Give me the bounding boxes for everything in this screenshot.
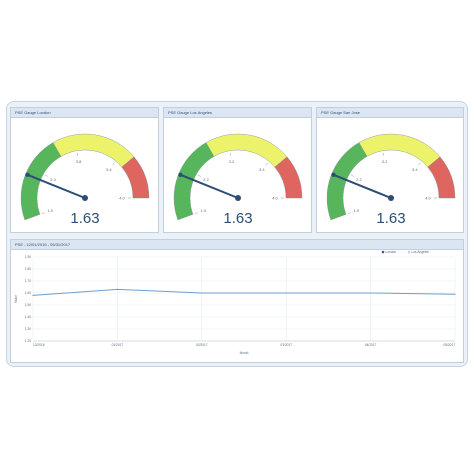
gauge-needle-tip (331, 172, 336, 177)
gauge-hub (388, 195, 394, 201)
legend-item[interactable]: Los Angeles (412, 250, 430, 254)
gauge-tick (194, 212, 198, 214)
gauge-title: PSE Gauge San Jose (317, 108, 463, 118)
gauge-band-yellow (52, 133, 135, 168)
x-tick-label: 05/2017 (443, 343, 455, 347)
data-point (454, 293, 456, 295)
gauge-band-red (427, 156, 456, 199)
x-tick-label: 03/2017 (280, 343, 292, 347)
gauge-needle-tip (178, 172, 183, 177)
gauge-band-red (274, 156, 303, 199)
y-tick-label: 1.80 (25, 267, 31, 271)
gauge-tick (229, 152, 231, 156)
gauge-band-red (121, 156, 150, 199)
dashboard-frame: PSE Gauge London 1.0 2.3 3.8 3.4 4.0 1.63 PSE… (6, 101, 468, 367)
gauge-needle (26, 173, 86, 199)
gauge-tick (347, 212, 351, 214)
line-chart-panel: PSE - 12/01/2016 - 05/31/2017 1.90 1.80 1.… (10, 239, 464, 363)
gauge-needle (179, 173, 239, 199)
y-tick-label: 1.20 (25, 339, 31, 343)
gauge-los-angeles: 1.0 2.2 3.2 3.4 4.0 1.63 (173, 133, 303, 227)
x-tick-label: 12/2016 (33, 343, 45, 347)
data-point (201, 292, 203, 294)
gauge-tick-label: 3.4 (259, 167, 265, 172)
data-point (285, 292, 287, 294)
gauge-tick-label: 4.0 (119, 196, 125, 201)
gauge-tick-label: 3.2 (382, 159, 388, 164)
gauge-needle-tip (25, 172, 30, 177)
legend-marker[interactable] (381, 250, 385, 254)
data-point (370, 292, 372, 294)
gauge-london: 1.0 2.3 3.8 3.4 4.0 1.63 (20, 133, 150, 227)
gauge-tick (382, 152, 384, 156)
gauge-title: PSE Gauge Los Angeles (164, 108, 311, 118)
y-tick-label: 1.30 (25, 327, 31, 331)
gauge-tick (418, 162, 421, 166)
y-axis-title: Value (14, 295, 18, 303)
gauge-tick (45, 174, 48, 177)
gauge-tick-label: 3.8 (76, 159, 82, 164)
legend-marker[interactable] (407, 250, 411, 254)
gauge-tick (76, 152, 78, 156)
x-tick-label: 02/2017 (196, 343, 208, 347)
gauge-needle (332, 173, 392, 199)
gauge-value: 1.63 (70, 210, 99, 227)
y-tick-label: 1.60 (25, 291, 31, 295)
gauge-value: 1.63 (223, 210, 252, 227)
gauge-tick-label: 1.0 (353, 208, 359, 213)
x-tick-label: 04/2017 (365, 343, 377, 347)
gauge-tick-label: 4.0 (272, 196, 278, 201)
gauge-value: 1.63 (376, 210, 405, 227)
gauge-band-yellow (205, 133, 288, 168)
gauge-panel-london: PSE Gauge London 1.0 2.3 3.8 3.4 4.0 1.63 (10, 107, 159, 233)
gauge-band-yellow (358, 133, 441, 168)
legend-item[interactable]: London (386, 250, 397, 254)
gauge-tick (265, 162, 268, 166)
gauge-tick-label: 3.4 (412, 167, 418, 172)
gauge-panel-los-angeles: PSE Gauge Los Angeles 1.0 2.2 3.2 3.4 4.0 1.6… (163, 107, 312, 233)
gauge-hub (82, 195, 88, 201)
gauge-tick (41, 212, 45, 214)
data-point (116, 288, 118, 290)
line-chart-title: PSE - 12/01/2016 - 05/31/2017 (11, 240, 463, 250)
data-point (32, 294, 34, 296)
gauge-san-jose: 1.0 2.2 3.2 3.4 4.0 1.63 (326, 133, 456, 227)
x-tick-label: 01/2017 (112, 343, 124, 347)
gauge-tick-label: 1.0 (200, 208, 206, 213)
y-tick-label: 1.50 (25, 303, 31, 307)
gauge-panel-san-jose: PSE Gauge San Jose 1.0 2.2 3.2 3.4 4.0 1.63 (316, 107, 464, 233)
x-axis-title: Month (240, 351, 249, 355)
gauge-title: PSE Gauge London (11, 108, 158, 118)
gauge-tick-label: 3.4 (106, 167, 112, 172)
y-tick-label: 1.70 (25, 279, 31, 283)
gauge-hub (235, 195, 241, 201)
gauge-tick-label: 1.0 (47, 208, 53, 213)
gauge-tick (351, 174, 354, 177)
gauge-tick (198, 174, 201, 177)
gauge-tick-label: 3.2 (229, 159, 235, 164)
gauge-tick (112, 162, 115, 166)
gauge-tick-label: 2.3 (50, 177, 56, 182)
gauge-tick-label: 2.2 (203, 177, 209, 182)
y-tick-label: 1.90 (25, 255, 31, 259)
gauge-tick-label: 4.0 (425, 196, 431, 201)
gauge-tick-label: 2.2 (356, 177, 362, 182)
y-tick-label: 1.40 (25, 315, 31, 319)
series-line (32, 288, 456, 296)
